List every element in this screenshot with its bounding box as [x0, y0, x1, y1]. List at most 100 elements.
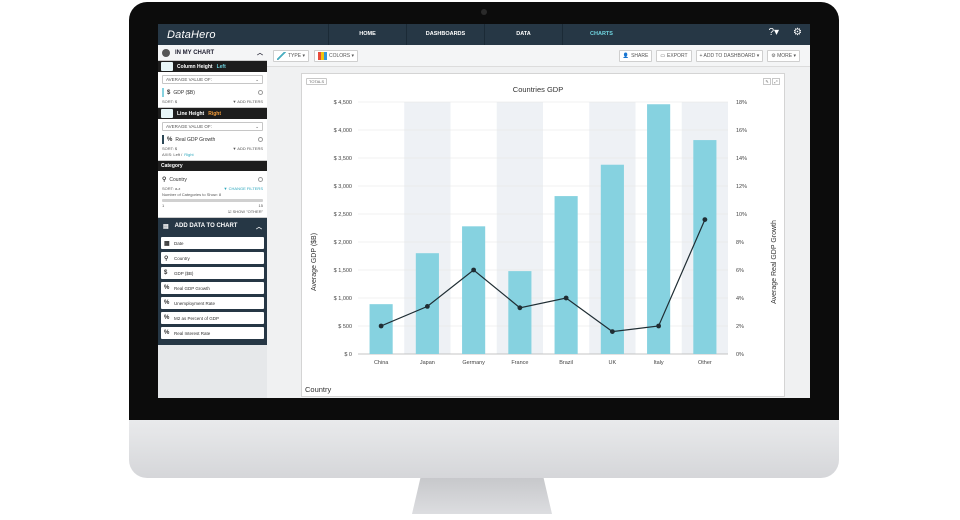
- add-item-country[interactable]: ⚲ Country: [161, 252, 264, 264]
- chevron-up-icon[interactable]: ︿: [256, 51, 263, 57]
- add-data-header[interactable]: ▤ ADD DATA TO CHART ︿: [158, 218, 267, 234]
- line-agg-dropdown[interactable]: AVERAGE VALUE OF: ⌄: [162, 122, 263, 131]
- y-tick-label: $ 500: [338, 324, 352, 330]
- category-config: ⚲ Country SORT: a-z ▼ CHANGE FILTERS Num…: [158, 171, 267, 218]
- add-data-list: ▦ Date ⚲ Country $ GDP ($B) % Real GDP Growt…: [158, 234, 267, 345]
- x-tick-label: Japan: [420, 360, 435, 366]
- in-my-chart-header[interactable]: IN MY CHART ︿: [158, 45, 267, 61]
- add-item-date[interactable]: ▦ Date: [161, 237, 264, 249]
- line-field[interactable]: % Real GDP Growth: [162, 134, 263, 145]
- type-button[interactable]: TYPE ▾: [273, 49, 309, 62]
- point-japan: [424, 304, 430, 309]
- share-button[interactable]: 👤 SHARE: [618, 49, 653, 62]
- column-field-label: GDP ($B): [173, 89, 195, 96]
- remove-field-icon[interactable]: [258, 90, 263, 95]
- category-change-filters[interactable]: ▼ CHANGE FILTERS: [223, 186, 263, 191]
- person-icon: 👤: [622, 52, 630, 59]
- x-axis-label: Country: [305, 385, 332, 394]
- line-height-side: Right: [208, 110, 222, 117]
- add-data-title: ADD DATA TO CHART: [174, 223, 238, 229]
- x-tick-label: UK: [609, 360, 617, 366]
- y-tick-label: $ 3,500: [334, 156, 352, 162]
- top-nav: DataHero HOME DASHBOARDS DATA CHARTS ?▾ …: [158, 24, 810, 45]
- add-item-unemployment[interactable]: % Unemployment Rate: [161, 297, 264, 309]
- line-sort[interactable]: SORT: $: [162, 146, 178, 151]
- column-height-header: Column Height Left: [158, 61, 267, 72]
- chevron-up-icon[interactable]: ︿: [255, 224, 262, 231]
- bar-chart-icon: [161, 62, 173, 71]
- line-height-config: AVERAGE VALUE OF: ⌄ % Real GDP Growth SO…: [158, 119, 267, 161]
- slider-max: 15: [258, 203, 263, 208]
- location-pin-icon: ⚲: [164, 255, 169, 262]
- column-field[interactable]: $ GDP ($B): [162, 87, 263, 98]
- add-item-real-interest[interactable]: % Real Interest Rate: [161, 327, 264, 339]
- bar-china: [369, 304, 393, 354]
- y2-axis-label: Average Real GDP Growth: [771, 220, 778, 304]
- camera-icon: [481, 9, 487, 15]
- chart: Countries GDP $ 0 $ 500 $ 1,000 $ 1,500 $ 2,…: [311, 85, 778, 366]
- line-chart-icon: [277, 51, 286, 60]
- monitor-stand: [412, 478, 552, 514]
- y2-tick-label: 8%: [736, 240, 744, 246]
- point-uk: [609, 329, 615, 334]
- axis-right-option[interactable]: Right: [184, 152, 194, 157]
- show-other-checkbox[interactable]: ☑ SHOW "OTHER": [227, 209, 263, 214]
- percent-icon: %: [164, 300, 170, 306]
- palette-icon: [317, 51, 327, 60]
- type-label: TYPE ▾: [288, 52, 305, 59]
- line-add-filters[interactable]: ▼ ADD FILTERS: [232, 146, 263, 151]
- color-swatch: [162, 135, 164, 144]
- export-button[interactable]: ▭ EXPORT: [656, 49, 692, 62]
- y2-tick-label: 16%: [736, 128, 747, 134]
- add-item-gdp[interactable]: $ GDP ($B): [161, 267, 264, 279]
- column-sort[interactable]: SORT: $: [162, 99, 178, 104]
- x-tick-label: Germany: [462, 360, 485, 366]
- in-my-chart-label: IN MY CHART: [175, 49, 215, 56]
- nav-home[interactable]: HOME: [328, 24, 406, 45]
- add-to-dashboard-button[interactable]: + ADD TO DASHBOARD ▾: [695, 49, 764, 62]
- expand-icon[interactable]: ⤢: [772, 78, 780, 85]
- category-field[interactable]: ⚲ Country: [162, 174, 263, 185]
- add-item-m2[interactable]: % M2 as Percent of GDP: [161, 312, 264, 324]
- y-tick-label: $ 2,500: [334, 212, 352, 218]
- categories-slider[interactable]: [162, 199, 263, 202]
- help-icon[interactable]: ?▾: [768, 27, 780, 38]
- nav-data[interactable]: DATA: [484, 24, 562, 45]
- category-sort[interactable]: SORT: a-z: [162, 186, 181, 191]
- remove-field-icon[interactable]: [258, 137, 263, 142]
- calendar-icon: ▦: [164, 240, 170, 247]
- y2-tick-label: 4%: [736, 296, 744, 302]
- x-tick-label: Brazil: [559, 360, 573, 366]
- y2-tick-label: 0%: [736, 352, 744, 358]
- chevron-down-icon: ⌄: [255, 76, 259, 82]
- nav-charts[interactable]: CHARTS: [562, 24, 640, 45]
- export-icon: ▭: [660, 52, 666, 59]
- colors-button[interactable]: COLORS ▾: [313, 49, 358, 62]
- axis-label[interactable]: AXIS: Left /: [162, 152, 183, 157]
- gear-icon[interactable]: ⚙: [793, 27, 802, 38]
- more-button[interactable]: ⚙ MORE ▾: [767, 49, 800, 62]
- dollar-icon: $: [164, 270, 168, 276]
- remove-field-icon[interactable]: [258, 177, 263, 182]
- chart-icon: [162, 48, 170, 57]
- colors-label: COLORS ▾: [328, 52, 354, 59]
- dollar-icon: $: [167, 89, 171, 96]
- y2-tick-label: 10%: [736, 212, 747, 218]
- chart-title: Countries GDP: [513, 85, 563, 94]
- nav-dashboards[interactable]: DASHBOARDS: [406, 24, 484, 45]
- add-item-label: Country: [174, 255, 190, 261]
- app-logo[interactable]: DataHero: [167, 28, 216, 41]
- y2-tick-label: 18%: [736, 100, 747, 106]
- edit-icon[interactable]: ✎: [763, 78, 771, 85]
- totals-button[interactable]: TOTALS: [306, 78, 328, 85]
- y2-tick-label: 2%: [736, 324, 744, 330]
- sidebar: IN MY CHART ︿ Column Height Left AVERAGE…: [158, 45, 267, 398]
- column-agg-dropdown[interactable]: AVERAGE VALUE OF: ⌄: [162, 75, 263, 84]
- line-agg-label: AVERAGE VALUE OF:: [166, 124, 212, 129]
- add-item-label: Real GDP Growth: [174, 285, 210, 291]
- add-item-real-gdp-growth[interactable]: % Real GDP Growth: [161, 282, 264, 294]
- point-france: [517, 305, 523, 311]
- column-height-config: AVERAGE VALUE OF: ⌄ $ GDP ($B) SORT: $ ▼…: [158, 72, 267, 108]
- category-field-label: Country: [169, 176, 187, 183]
- column-add-filters[interactable]: ▼ ADD FILTERS: [232, 99, 263, 104]
